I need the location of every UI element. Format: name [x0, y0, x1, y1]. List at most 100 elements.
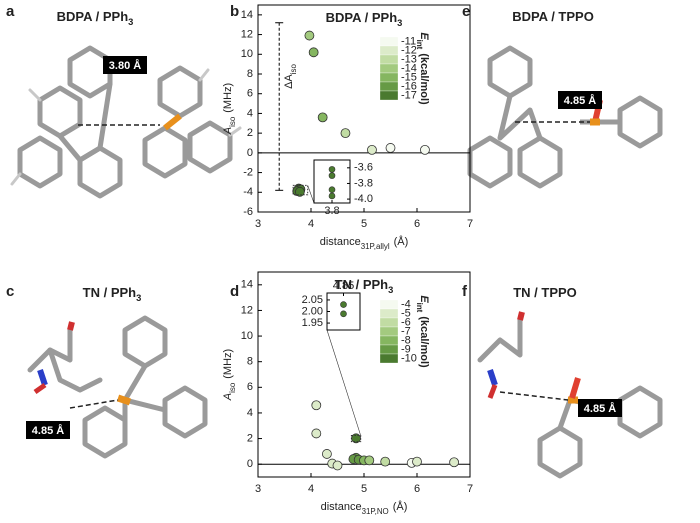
structure-title: BDPA / PPh3 [57, 9, 134, 27]
colorbar-swatch [379, 45, 399, 56]
inset-point [328, 166, 336, 173]
x-axis-label-main: distance [320, 236, 361, 248]
structure-title: TN / TPPO [513, 285, 577, 300]
y-tick-label: 4 [247, 407, 253, 419]
data-point [308, 47, 319, 58]
molecule-e [467, 45, 663, 189]
chart-title-main: TN / PPh [335, 277, 389, 292]
colorbar-swatch [379, 326, 399, 337]
colorbar-tick-label: -4 [401, 298, 411, 310]
inset-y-tick-label: -3.6 [354, 162, 373, 174]
x-tick-label: 6 [414, 218, 420, 230]
data-point [364, 455, 375, 466]
y-tick-label: -2 [243, 166, 253, 178]
y-tick-label: 0 [247, 458, 253, 470]
y-axis-label-sub: iso [228, 382, 237, 393]
colorbar-swatch [379, 308, 399, 319]
y-tick-label: 6 [247, 88, 253, 100]
zoom-connector [307, 185, 315, 204]
inset-point [328, 186, 336, 194]
distance-box [558, 91, 602, 109]
distance-box [26, 421, 70, 439]
panel-letter: b [230, 3, 239, 20]
colorbar-tick-label: -5 [401, 307, 411, 319]
molecule-c [27, 315, 208, 459]
data-point [380, 456, 391, 467]
inset-y-tick-label: -4.0 [354, 193, 373, 205]
inset-y-tick-label: -3.8 [354, 177, 373, 189]
data-point [294, 186, 305, 197]
colorbar-tick-label: -11 [401, 35, 416, 47]
y-tick-label: 4 [247, 107, 253, 119]
data-point [367, 144, 377, 155]
data-point [304, 30, 315, 41]
colorbar-tick-label: -9 [401, 343, 411, 355]
data-point [449, 457, 460, 468]
inset-y-tick-label: 1.95 [302, 317, 323, 329]
y-axis-label-main: A [222, 127, 234, 135]
colorbar-swatch [379, 81, 399, 92]
colorbar-swatch [379, 317, 399, 328]
y-tick-label: 10 [241, 330, 253, 342]
panel-letter: e [462, 3, 470, 20]
colorbar-tick-label: -16 [401, 80, 417, 92]
y-tick-label: 8 [247, 356, 253, 368]
structure-title: TN / PPh3 [83, 285, 142, 303]
data-point [317, 112, 328, 123]
colorbar-title-sub: int [415, 40, 424, 50]
inset-x-tick-label: 4.85 [333, 280, 354, 292]
colorbar-swatch [379, 63, 399, 74]
y-axis-label: Aiso (MHz) [222, 349, 237, 401]
y-axis-label-unit: (MHz) [222, 83, 234, 113]
y-tick-label: 6 [247, 381, 253, 393]
y-tick-label: 10 [241, 48, 253, 60]
y-tick-label: -4 [243, 186, 253, 198]
x-tick-label: 5 [361, 483, 367, 495]
y-tick-label: 14 [241, 9, 253, 21]
chart-title-sub: 3 [397, 18, 402, 28]
colorbar-tick-label: -8 [401, 334, 411, 346]
inset-point [340, 310, 347, 318]
colorbar-tick-label: -10 [401, 352, 417, 364]
molecule-a [10, 45, 242, 199]
x-axis-label-sub: 31P,allyl [361, 242, 390, 251]
x-tick-label: 3 [255, 218, 261, 230]
panel-letter: c [6, 283, 14, 300]
structure-title-sub: 3 [136, 293, 141, 303]
colorbar-tick-label: -7 [401, 325, 411, 337]
x-axis-label: distance31P,NO (Å) [321, 500, 408, 516]
chart-title-sub: 3 [388, 285, 393, 295]
colorbar-title: Eint (kcal/mol) [415, 32, 430, 105]
colorbar-swatch [379, 344, 399, 355]
inset-y-tick-label: 2.00 [302, 305, 323, 317]
zoom-region [350, 435, 362, 443]
zoom-connector [326, 329, 361, 436]
panel-letter: a [6, 3, 15, 20]
data-point [332, 460, 343, 471]
y-tick-label: 0 [247, 147, 253, 159]
inset-frame [326, 292, 361, 331]
x-tick-label: 6 [414, 483, 420, 495]
x-tick-label: 7 [467, 218, 473, 230]
inset-point [328, 192, 336, 200]
colorbar-swatch [379, 335, 399, 346]
plot-frame [257, 271, 471, 478]
data-point [412, 456, 422, 467]
colorbar-title-main: E [418, 32, 430, 40]
y-tick-label: -6 [243, 206, 253, 218]
y-tick-label: 14 [241, 279, 253, 291]
colorbar-swatch [379, 299, 399, 310]
colorbar-swatch [379, 90, 399, 101]
y-axis-label-sub: iso [228, 116, 237, 127]
colorbar-tick-label: -14 [401, 62, 417, 74]
colorbar-swatch [379, 54, 399, 65]
chart-title: BDPA / PPh3 [326, 10, 403, 28]
colorbar-swatch [379, 36, 399, 47]
x-axis-label-main: distance [321, 501, 362, 513]
x-tick-label: 7 [467, 483, 473, 495]
colorbar-title-unit: (kcal/mol) [418, 316, 430, 368]
distance-box [578, 399, 622, 417]
structure-title: BDPA / TPPO [512, 9, 594, 24]
colorbar-swatch [379, 353, 399, 364]
zoom-region [292, 184, 309, 196]
